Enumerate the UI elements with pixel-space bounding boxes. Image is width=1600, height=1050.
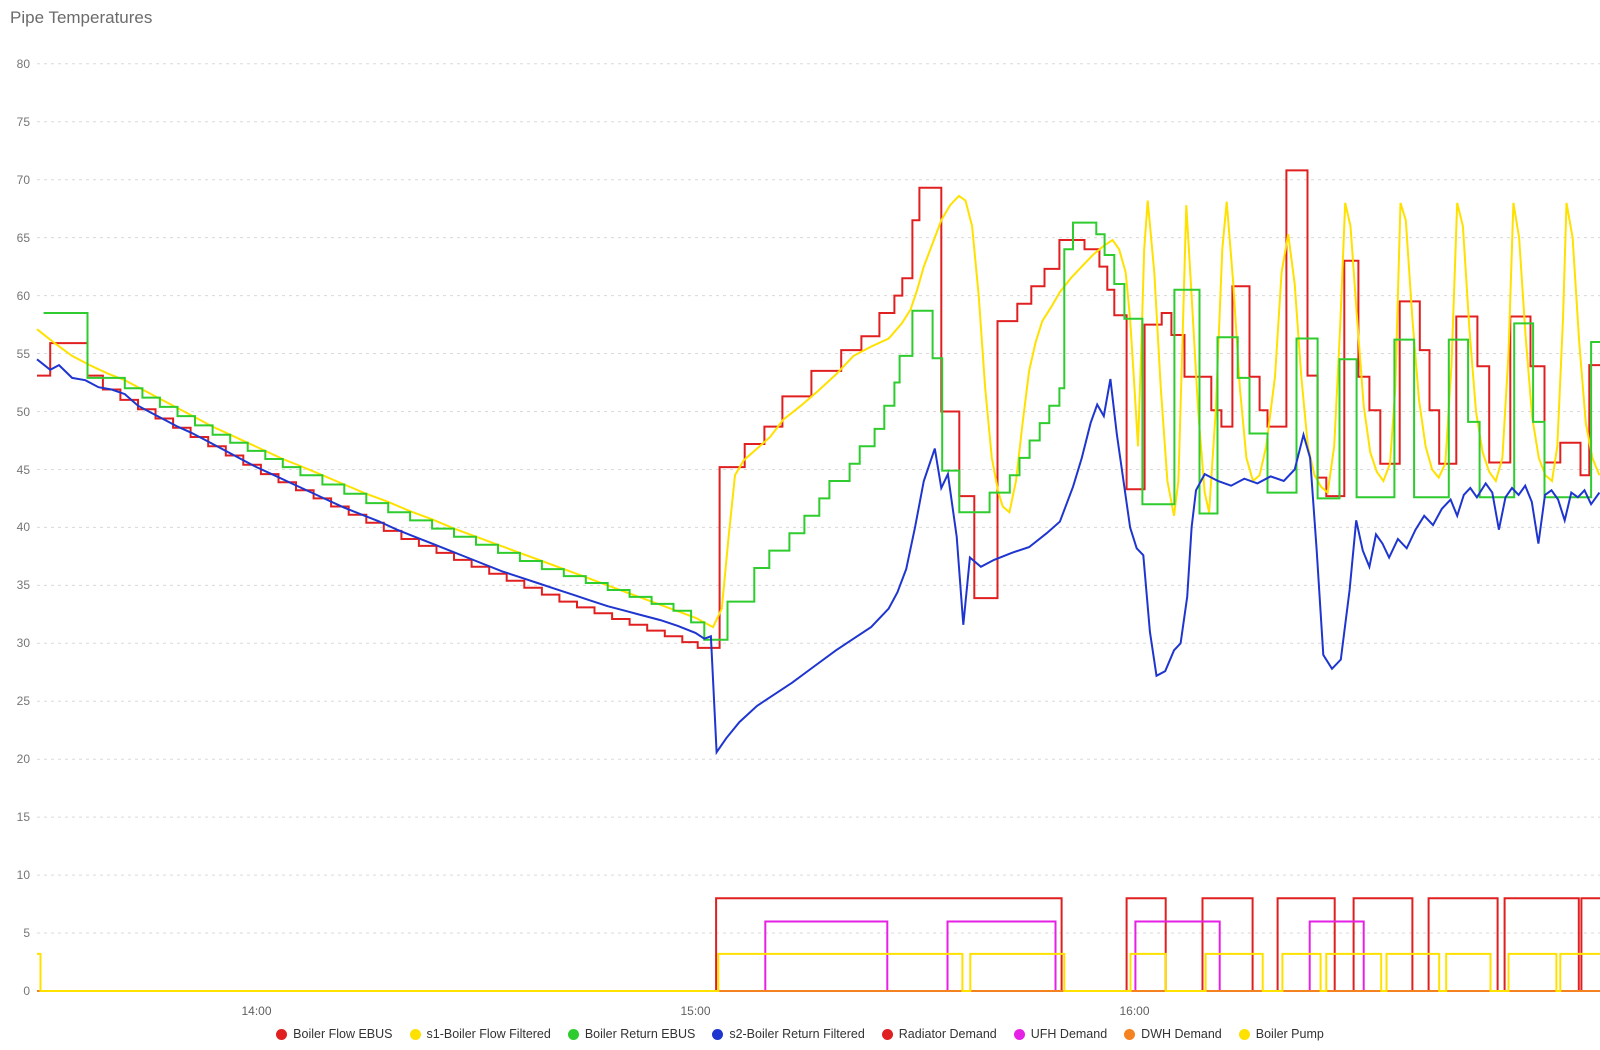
- legend-item-label: UFH Demand: [1030, 1027, 1108, 1041]
- series-line-s1-boiler-flow-filtered: [36, 194, 1600, 629]
- y-tick-label: 25: [16, 694, 30, 709]
- legend-color-dot-icon: [409, 1028, 421, 1040]
- y-tick-label: 40: [16, 520, 30, 535]
- legend-color-dot-icon: [881, 1028, 893, 1040]
- x-tick-label: 14:00: [241, 1004, 272, 1018]
- y-tick-label: 60: [16, 288, 30, 303]
- legend-color-dot-icon: [1013, 1028, 1025, 1040]
- legend-color-dot-icon: [276, 1028, 288, 1040]
- y-tick-label: 35: [16, 578, 30, 593]
- y-tick-label: 20: [16, 752, 30, 767]
- legend-item-label: s1-Boiler Flow Filtered: [426, 1027, 551, 1041]
- y-tick-label: 45: [16, 462, 30, 477]
- legend-item-ufh-demand[interactable]: UFH Demand: [1013, 1027, 1108, 1041]
- x-tick-label: 15:00: [680, 1004, 711, 1018]
- legend-color-dot-icon: [712, 1028, 724, 1040]
- legend-item-label: Radiator Demand: [898, 1027, 997, 1041]
- legend-color-dot-icon: [1124, 1028, 1136, 1040]
- y-tick-label: 70: [16, 172, 30, 187]
- legend-item-label: s2-Boiler Return Filtered: [729, 1027, 865, 1041]
- y-tick-label: 50: [16, 404, 30, 419]
- legend-item-boiler-return-ebus[interactable]: Boiler Return EBUS: [567, 1027, 696, 1041]
- y-tick-label: 30: [16, 636, 30, 651]
- legend-item-s2-boiler-return-filtered[interactable]: s2-Boiler Return Filtered: [712, 1027, 865, 1041]
- legend-item-boiler-pump[interactable]: Boiler Pump: [1238, 1027, 1324, 1041]
- series-line-boiler-flow-ebus: [37, 169, 1600, 649]
- y-tick-label: 0: [23, 984, 30, 998]
- legend-item-boiler-flow-ebus[interactable]: Boiler Flow EBUS: [276, 1027, 393, 1041]
- chart-title: Pipe Temperatures: [10, 8, 153, 27]
- series-line-boiler-return-ebus: [43, 221, 1600, 641]
- legend-item-label: DWH Demand: [1141, 1027, 1222, 1041]
- y-tick-label: 55: [16, 346, 30, 361]
- series-line-s2-boiler-return-filtered: [36, 358, 1600, 756]
- series-line-boiler-pump: [37, 952, 1600, 992]
- series-line-radiator-demand: [37, 897, 1600, 992]
- legend-item-label: Boiler Return EBUS: [584, 1027, 696, 1041]
- y-tick-label: 80: [16, 56, 30, 71]
- legend-color-dot-icon: [567, 1028, 579, 1040]
- y-tick-label: 5: [23, 926, 30, 940]
- y-tick-label: 75: [16, 114, 30, 129]
- y-tick-label: 10: [16, 868, 30, 883]
- legend: Boiler Flow EBUS s1-Boiler Flow Filtered B…: [0, 1027, 1600, 1041]
- x-tick-label: 16:00: [1119, 1004, 1150, 1018]
- series-line-ufh-demand: [37, 920, 1600, 992]
- legend-item-radiator-demand[interactable]: Radiator Demand: [881, 1027, 997, 1041]
- legend-item-label: Boiler Pump: [1255, 1027, 1324, 1041]
- legend-item-s1-boiler-flow-filtered[interactable]: s1-Boiler Flow Filtered: [409, 1027, 551, 1041]
- y-tick-label: 65: [16, 230, 30, 245]
- legend-item-label: Boiler Flow EBUS: [293, 1027, 393, 1041]
- legend-item-dwh-demand[interactable]: DWH Demand: [1124, 1027, 1222, 1041]
- legend-color-dot-icon: [1238, 1028, 1250, 1040]
- y-tick-label: 15: [16, 810, 30, 825]
